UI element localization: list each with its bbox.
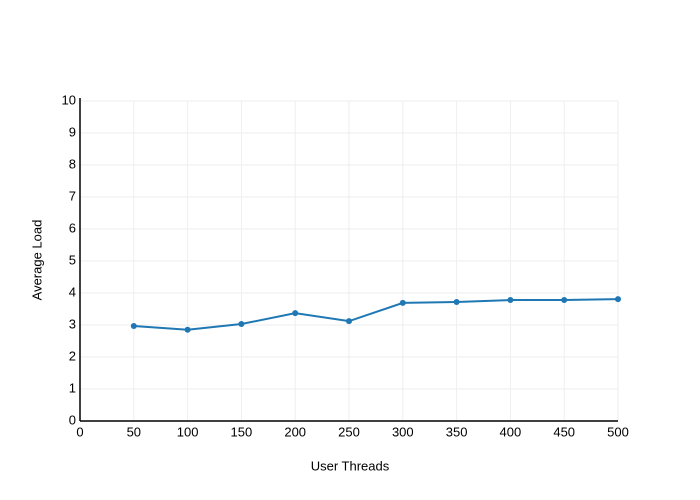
x-tick-label: 100 bbox=[177, 424, 199, 439]
y-tick-label: 2 bbox=[69, 348, 76, 363]
y-tick-label: 0 bbox=[69, 412, 76, 427]
x-tick-label: 300 bbox=[392, 424, 414, 439]
data-point bbox=[238, 321, 245, 328]
data-point bbox=[346, 318, 352, 325]
y-axis-title: Average Load bbox=[29, 220, 44, 301]
x-tick-label: 150 bbox=[231, 424, 253, 439]
x-tick-label: 0 bbox=[76, 424, 83, 439]
y-tick-label: 4 bbox=[69, 284, 76, 299]
data-point bbox=[615, 296, 621, 303]
x-axis-title: User Threads bbox=[311, 458, 390, 473]
y-tick-label: 6 bbox=[69, 220, 76, 235]
data-point bbox=[507, 297, 514, 304]
y-tick-label: 3 bbox=[69, 316, 76, 331]
series-line bbox=[133, 298, 619, 331]
y-tick-label: 10 bbox=[62, 92, 76, 107]
x-tick-label: 500 bbox=[607, 424, 629, 439]
y-tick-label: 1 bbox=[69, 380, 76, 395]
x-tick-label: 450 bbox=[553, 424, 575, 439]
x-tick-label: 250 bbox=[338, 424, 360, 439]
y-tick-label: 9 bbox=[69, 124, 76, 139]
data-point bbox=[184, 326, 191, 333]
y-tick-label: 8 bbox=[69, 156, 76, 171]
data-point bbox=[399, 299, 406, 306]
x-tick-label: 400 bbox=[500, 424, 522, 439]
data-point bbox=[292, 310, 299, 317]
data-point bbox=[453, 298, 460, 305]
y-tick-label: 5 bbox=[69, 252, 76, 267]
x-tick-label: 350 bbox=[446, 424, 468, 439]
y-tick-label: 7 bbox=[69, 188, 76, 203]
x-tick-label: 50 bbox=[127, 424, 141, 439]
data-point bbox=[561, 297, 568, 304]
data-point bbox=[130, 322, 137, 329]
x-tick-label: 200 bbox=[284, 424, 306, 439]
